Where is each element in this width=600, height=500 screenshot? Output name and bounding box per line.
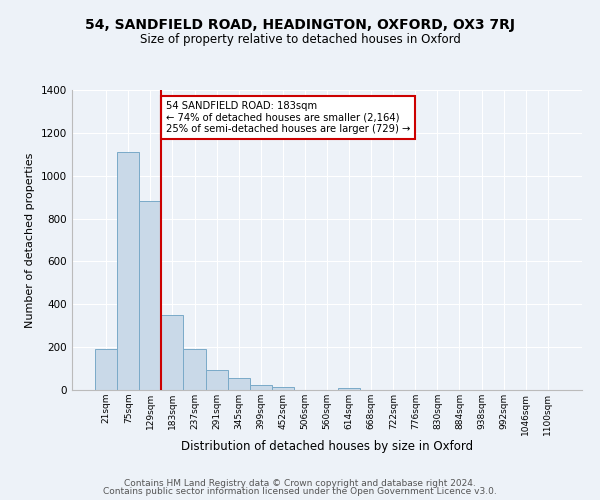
Bar: [139, 200, 161, 390]
Bar: [338, 388, 360, 390]
Text: Contains HM Land Registry data © Crown copyright and database right 2024.: Contains HM Land Registry data © Crown c…: [124, 478, 476, 488]
Bar: [227, 378, 250, 390]
Bar: [161, 314, 184, 390]
Bar: [117, 152, 139, 390]
Bar: [184, 348, 206, 390]
Bar: [272, 387, 294, 390]
Text: 54, SANDFIELD ROAD, HEADINGTON, OXFORD, OX3 7RJ: 54, SANDFIELD ROAD, HEADINGTON, OXFORD, …: [85, 18, 515, 32]
Bar: [250, 386, 272, 390]
Y-axis label: Number of detached properties: Number of detached properties: [25, 152, 35, 328]
Bar: [95, 348, 117, 390]
X-axis label: Distribution of detached houses by size in Oxford: Distribution of detached houses by size …: [181, 440, 473, 454]
Text: Size of property relative to detached houses in Oxford: Size of property relative to detached ho…: [140, 32, 460, 46]
Text: Contains public sector information licensed under the Open Government Licence v3: Contains public sector information licen…: [103, 487, 497, 496]
Text: 54 SANDFIELD ROAD: 183sqm
← 74% of detached houses are smaller (2,164)
25% of se: 54 SANDFIELD ROAD: 183sqm ← 74% of detac…: [166, 100, 410, 134]
Bar: [206, 370, 227, 390]
